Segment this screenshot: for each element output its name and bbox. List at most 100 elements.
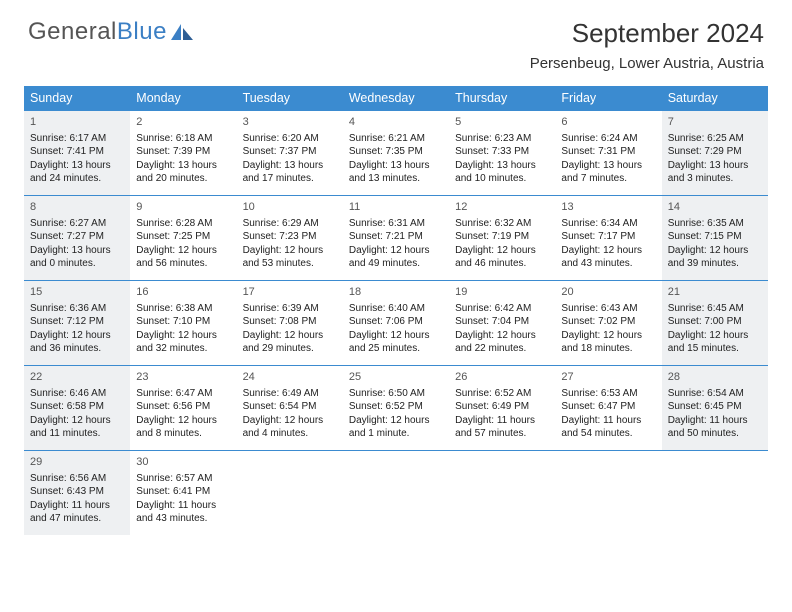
day-header: Friday xyxy=(555,86,661,110)
sunset-line: Sunset: 7:08 PM xyxy=(243,315,337,329)
sunrise-line: Sunrise: 6:53 AM xyxy=(561,387,655,401)
sunrise-line: Sunrise: 6:54 AM xyxy=(668,387,762,401)
day-cell: 2Sunrise: 6:18 AMSunset: 7:39 PMDaylight… xyxy=(130,111,236,195)
sunrise-line: Sunrise: 6:20 AM xyxy=(243,132,337,146)
sunrise-line: Sunrise: 6:50 AM xyxy=(349,387,443,401)
daylight-line: Daylight: 12 hours and 56 minutes. xyxy=(136,244,230,271)
sunrise-line: Sunrise: 6:25 AM xyxy=(668,132,762,146)
daylight-line: Daylight: 12 hours and 43 minutes. xyxy=(561,244,655,271)
day-number: 1 xyxy=(30,115,124,130)
day-cell: 18Sunrise: 6:40 AMSunset: 7:06 PMDayligh… xyxy=(343,281,449,365)
daylight-line: Daylight: 12 hours and 4 minutes. xyxy=(243,414,337,441)
logo-sail-icon xyxy=(169,22,195,42)
day-cell: 17Sunrise: 6:39 AMSunset: 7:08 PMDayligh… xyxy=(237,281,343,365)
sunset-line: Sunset: 7:02 PM xyxy=(561,315,655,329)
sunset-line: Sunset: 6:56 PM xyxy=(136,400,230,414)
day-number: 3 xyxy=(243,115,337,130)
day-cell: 29Sunrise: 6:56 AMSunset: 6:43 PMDayligh… xyxy=(24,451,130,535)
day-cell: 3Sunrise: 6:20 AMSunset: 7:37 PMDaylight… xyxy=(237,111,343,195)
day-number: 4 xyxy=(349,115,443,130)
day-number: 13 xyxy=(561,200,655,215)
sunrise-line: Sunrise: 6:24 AM xyxy=(561,132,655,146)
sunset-line: Sunset: 7:21 PM xyxy=(349,230,443,244)
day-cell: 5Sunrise: 6:23 AMSunset: 7:33 PMDaylight… xyxy=(449,111,555,195)
sunset-line: Sunset: 7:27 PM xyxy=(30,230,124,244)
daylight-line: Daylight: 13 hours and 24 minutes. xyxy=(30,159,124,186)
sunset-line: Sunset: 6:58 PM xyxy=(30,400,124,414)
day-cell: 21Sunrise: 6:45 AMSunset: 7:00 PMDayligh… xyxy=(662,281,768,365)
sunrise-line: Sunrise: 6:57 AM xyxy=(136,472,230,486)
empty-cell xyxy=(343,451,449,535)
sunrise-line: Sunrise: 6:47 AM xyxy=(136,387,230,401)
sunrise-line: Sunrise: 6:42 AM xyxy=(455,302,549,316)
daylight-line: Daylight: 12 hours and 39 minutes. xyxy=(668,244,762,271)
daylight-line: Daylight: 12 hours and 49 minutes. xyxy=(349,244,443,271)
sunrise-line: Sunrise: 6:31 AM xyxy=(349,217,443,231)
day-cell: 23Sunrise: 6:47 AMSunset: 6:56 PMDayligh… xyxy=(130,366,236,450)
day-number: 28 xyxy=(668,370,762,385)
daylight-line: Daylight: 11 hours and 54 minutes. xyxy=(561,414,655,441)
sunset-line: Sunset: 6:47 PM xyxy=(561,400,655,414)
sunset-line: Sunset: 6:49 PM xyxy=(455,400,549,414)
day-cell: 7Sunrise: 6:25 AMSunset: 7:29 PMDaylight… xyxy=(662,111,768,195)
day-number: 30 xyxy=(136,455,230,470)
sunset-line: Sunset: 7:31 PM xyxy=(561,145,655,159)
day-number: 14 xyxy=(668,200,762,215)
daylight-line: Daylight: 12 hours and 8 minutes. xyxy=(136,414,230,441)
day-cell: 30Sunrise: 6:57 AMSunset: 6:41 PMDayligh… xyxy=(130,451,236,535)
day-cell: 22Sunrise: 6:46 AMSunset: 6:58 PMDayligh… xyxy=(24,366,130,450)
sunset-line: Sunset: 7:33 PM xyxy=(455,145,549,159)
day-number: 27 xyxy=(561,370,655,385)
week-row: 22Sunrise: 6:46 AMSunset: 6:58 PMDayligh… xyxy=(24,365,768,450)
sunset-line: Sunset: 6:54 PM xyxy=(243,400,337,414)
empty-cell xyxy=(555,451,661,535)
daylight-line: Daylight: 13 hours and 17 minutes. xyxy=(243,159,337,186)
day-number: 16 xyxy=(136,285,230,300)
daylight-line: Daylight: 12 hours and 53 minutes. xyxy=(243,244,337,271)
day-cell: 8Sunrise: 6:27 AMSunset: 7:27 PMDaylight… xyxy=(24,196,130,280)
day-number: 21 xyxy=(668,285,762,300)
day-header: Wednesday xyxy=(343,86,449,110)
day-number: 2 xyxy=(136,115,230,130)
sunrise-line: Sunrise: 6:49 AM xyxy=(243,387,337,401)
day-number: 10 xyxy=(243,200,337,215)
sunrise-line: Sunrise: 6:45 AM xyxy=(668,302,762,316)
sunrise-line: Sunrise: 6:56 AM xyxy=(30,472,124,486)
day-number: 26 xyxy=(455,370,549,385)
week-row: 15Sunrise: 6:36 AMSunset: 7:12 PMDayligh… xyxy=(24,280,768,365)
sunrise-line: Sunrise: 6:52 AM xyxy=(455,387,549,401)
day-cell: 20Sunrise: 6:43 AMSunset: 7:02 PMDayligh… xyxy=(555,281,661,365)
sunset-line: Sunset: 6:41 PM xyxy=(136,485,230,499)
day-header: Thursday xyxy=(449,86,555,110)
daylight-line: Daylight: 12 hours and 25 minutes. xyxy=(349,329,443,356)
daylight-line: Daylight: 13 hours and 7 minutes. xyxy=(561,159,655,186)
sunset-line: Sunset: 7:23 PM xyxy=(243,230,337,244)
logo-text-blue: Blue xyxy=(117,18,167,46)
sunrise-line: Sunrise: 6:32 AM xyxy=(455,217,549,231)
day-cell: 14Sunrise: 6:35 AMSunset: 7:15 PMDayligh… xyxy=(662,196,768,280)
day-cell: 25Sunrise: 6:50 AMSunset: 6:52 PMDayligh… xyxy=(343,366,449,450)
calendar: SundayMondayTuesdayWednesdayThursdayFrid… xyxy=(24,86,768,535)
sunrise-line: Sunrise: 6:34 AM xyxy=(561,217,655,231)
day-number: 17 xyxy=(243,285,337,300)
daylight-line: Daylight: 11 hours and 47 minutes. xyxy=(30,499,124,526)
daylight-line: Daylight: 12 hours and 29 minutes. xyxy=(243,329,337,356)
day-number: 19 xyxy=(455,285,549,300)
title-block: September 2024 Persenbeug, Lower Austria… xyxy=(530,18,764,72)
daylight-line: Daylight: 13 hours and 0 minutes. xyxy=(30,244,124,271)
daylight-line: Daylight: 12 hours and 36 minutes. xyxy=(30,329,124,356)
day-header: Tuesday xyxy=(237,86,343,110)
sunset-line: Sunset: 6:43 PM xyxy=(30,485,124,499)
daylight-line: Daylight: 13 hours and 20 minutes. xyxy=(136,159,230,186)
sunrise-line: Sunrise: 6:23 AM xyxy=(455,132,549,146)
sunrise-line: Sunrise: 6:21 AM xyxy=(349,132,443,146)
sunset-line: Sunset: 7:12 PM xyxy=(30,315,124,329)
sunset-line: Sunset: 7:29 PM xyxy=(668,145,762,159)
daylight-line: Daylight: 12 hours and 22 minutes. xyxy=(455,329,549,356)
day-number: 20 xyxy=(561,285,655,300)
sunset-line: Sunset: 6:45 PM xyxy=(668,400,762,414)
sunrise-line: Sunrise: 6:29 AM xyxy=(243,217,337,231)
day-cell: 16Sunrise: 6:38 AMSunset: 7:10 PMDayligh… xyxy=(130,281,236,365)
empty-cell xyxy=(237,451,343,535)
day-cell: 19Sunrise: 6:42 AMSunset: 7:04 PMDayligh… xyxy=(449,281,555,365)
